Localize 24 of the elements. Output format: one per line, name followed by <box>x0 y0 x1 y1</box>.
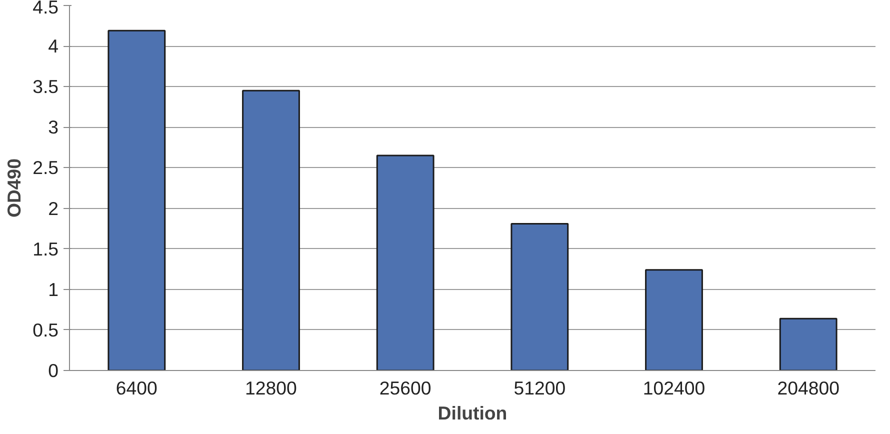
bar <box>645 269 703 370</box>
bar <box>510 222 569 370</box>
y-tick-label: 4.5 <box>32 0 59 18</box>
y-tick-label: 4 <box>48 36 59 57</box>
x-tick-label: 6400 <box>116 378 158 398</box>
x-tick-label: 51200 <box>514 378 566 398</box>
x-tick-label: 25600 <box>379 378 432 398</box>
y-tick-label: 2 <box>48 198 59 219</box>
bar <box>376 154 434 370</box>
y-tick-label: 0 <box>48 360 59 381</box>
x-tick-label: 12800 <box>245 378 297 398</box>
y-tick-label: 2.5 <box>32 157 59 178</box>
bar <box>779 318 838 370</box>
bar <box>242 90 300 370</box>
y-tick-label: 3 <box>48 116 59 138</box>
y-tick-label: 0.5 <box>32 319 59 340</box>
y-tick-label: 3.5 <box>32 76 59 98</box>
x-tick-label: 204800 <box>777 378 840 398</box>
y-tick-label: 1 <box>48 278 59 300</box>
x-axis-title: Dilution <box>438 402 508 424</box>
x-tick-label: 102400 <box>642 378 706 398</box>
y-axis-title: OD490 <box>4 158 25 218</box>
bar <box>108 30 166 370</box>
y-tick-label: 1.5 <box>32 238 59 260</box>
